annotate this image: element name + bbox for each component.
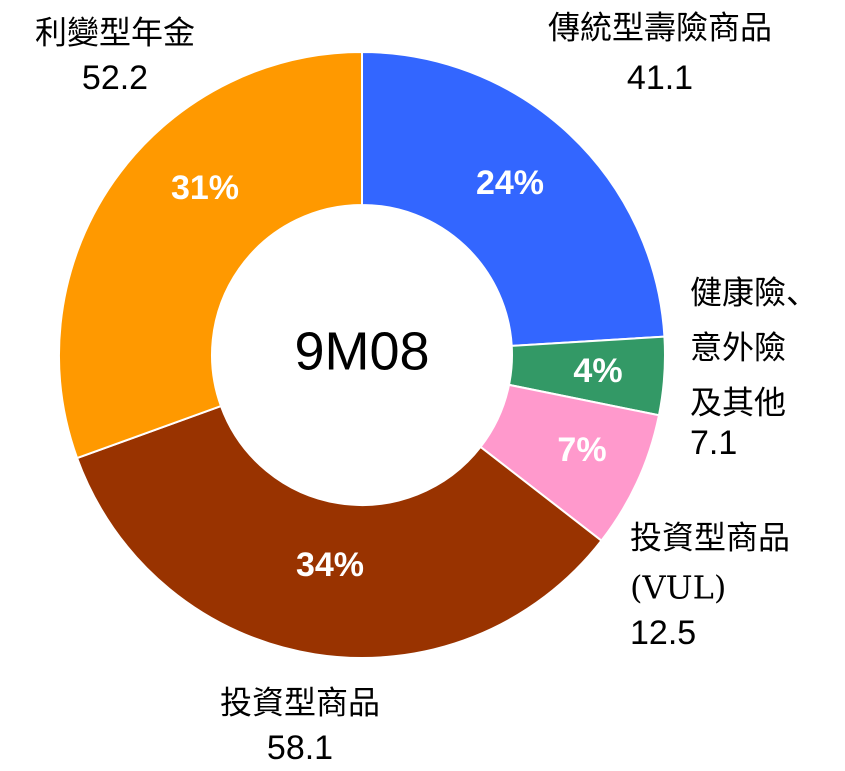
center-label: 9M08 xyxy=(294,321,429,381)
percent-label: 34% xyxy=(296,546,364,584)
value-label: 52.2 xyxy=(82,59,148,97)
category-label: 利變型年金 xyxy=(35,14,195,52)
category-label: 投資型商品 xyxy=(630,519,790,557)
percent-label: 24% xyxy=(476,164,544,202)
category-label: 及其他 xyxy=(690,384,786,422)
percent-label: 4% xyxy=(573,352,622,390)
donut-slice xyxy=(75,404,603,659)
percent-label: 31% xyxy=(171,169,239,207)
value-label: 12.5 xyxy=(630,614,696,652)
category-label: 意外險 xyxy=(690,329,786,367)
percent-label: 7% xyxy=(557,431,606,469)
category-label: 健康險、 xyxy=(690,274,818,312)
value-label: 41.1 xyxy=(627,59,693,97)
category-label: 傳統型壽險商品 xyxy=(548,9,772,47)
category-label: (VUL) xyxy=(630,569,726,607)
donut-slice xyxy=(361,50,666,347)
value-label: 7.1 xyxy=(690,424,737,462)
category-label: 投資型商品 xyxy=(220,684,380,722)
value-label: 58.1 xyxy=(267,729,333,767)
donut-slice xyxy=(58,50,363,460)
